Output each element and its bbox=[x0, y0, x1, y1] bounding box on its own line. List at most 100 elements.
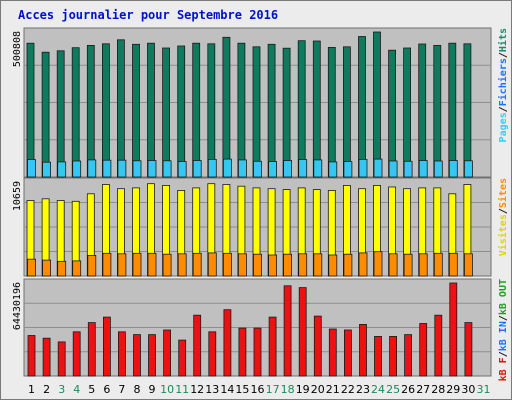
bar-kb-f bbox=[178, 339, 187, 377]
x-tick-label: 26 bbox=[401, 383, 415, 396]
bar-kb-f bbox=[449, 282, 458, 377]
bar-kb-f bbox=[359, 323, 367, 377]
x-tick-label: 17 bbox=[266, 383, 280, 396]
bar-sites bbox=[132, 252, 142, 277]
bar-kb-f bbox=[283, 285, 292, 377]
bar-sites bbox=[177, 253, 187, 277]
bar-kb-f bbox=[148, 334, 156, 377]
bar-kb-f bbox=[133, 334, 141, 377]
panel-legend: kB F/kB IN/kB OUT bbox=[498, 279, 509, 381]
bar-kb-f bbox=[343, 329, 352, 377]
x-tick-label: 16 bbox=[251, 383, 265, 396]
bar-kb-f bbox=[42, 337, 51, 377]
bar-hits bbox=[117, 39, 125, 178]
bar-hits bbox=[297, 40, 306, 178]
bar-kb-f bbox=[118, 331, 126, 377]
bar-sites bbox=[162, 253, 172, 277]
bar-pages bbox=[177, 161, 187, 178]
panels-layer: 500808Pages/Fichiers/Hits10659Visites/Si… bbox=[12, 27, 509, 381]
bar-hits bbox=[342, 46, 351, 178]
bar-pages bbox=[192, 160, 202, 178]
legend-entry: / bbox=[498, 52, 509, 58]
panel-max-label: 10659 bbox=[12, 181, 23, 211]
bar-pages bbox=[27, 159, 36, 178]
bar-hits bbox=[86, 45, 95, 178]
bar-pages bbox=[328, 161, 338, 178]
bar-hits bbox=[312, 40, 321, 178]
bar-hits bbox=[358, 36, 366, 178]
x-tick-label: 8 bbox=[134, 383, 141, 396]
legend-entry: / bbox=[498, 315, 509, 321]
panel-visits: 10659 Visites/Sites bbox=[12, 177, 509, 277]
x-tick-label: 23 bbox=[356, 383, 370, 396]
bar-hits bbox=[433, 45, 442, 178]
bar-hits bbox=[147, 42, 155, 178]
bar-pages bbox=[162, 160, 172, 178]
bar-pages bbox=[268, 161, 278, 178]
bar-sites bbox=[207, 252, 217, 277]
series-hits bbox=[26, 31, 472, 178]
bar-sites bbox=[448, 252, 458, 277]
bar-sites bbox=[418, 253, 428, 277]
bar-sites bbox=[57, 260, 67, 277]
bar-sites bbox=[192, 252, 202, 277]
bar-pages bbox=[373, 158, 383, 178]
bar-pages bbox=[132, 160, 142, 178]
bar-hits bbox=[252, 46, 261, 178]
bar-hits bbox=[207, 43, 216, 178]
bar-pages bbox=[207, 158, 217, 178]
bar-kb-f bbox=[389, 335, 398, 377]
bar-pages bbox=[448, 160, 458, 178]
bar-pages bbox=[57, 161, 67, 178]
x-tick-label: 29 bbox=[446, 383, 460, 396]
bar-kb-f bbox=[313, 315, 322, 377]
legend-entry: Fichiers bbox=[497, 58, 509, 106]
bar-pages bbox=[298, 159, 308, 178]
bar-sites bbox=[283, 253, 293, 277]
bar-sites bbox=[253, 253, 262, 277]
bar-pages bbox=[72, 160, 82, 178]
bar-sites bbox=[222, 252, 232, 277]
bar-pages bbox=[433, 160, 443, 178]
bar-hits bbox=[327, 47, 336, 178]
bar-kb-f bbox=[434, 314, 443, 377]
bar-hits bbox=[448, 42, 457, 178]
series-pages bbox=[27, 158, 473, 178]
legend-entry: kB F bbox=[498, 357, 509, 381]
bar-pages bbox=[87, 159, 97, 178]
legend-entry: kB IN bbox=[498, 321, 509, 351]
bar-kb-f bbox=[419, 323, 428, 377]
bar-hits bbox=[222, 36, 231, 178]
bar-pages bbox=[343, 161, 353, 178]
bar-kb-f bbox=[87, 322, 96, 377]
legend-entry: Sites bbox=[497, 178, 509, 208]
legend-entry: Pages bbox=[498, 112, 509, 142]
bar-pages bbox=[463, 160, 473, 178]
bar-pages bbox=[313, 159, 323, 178]
bar-pages bbox=[237, 159, 247, 178]
bar-pages bbox=[403, 160, 413, 178]
x-tick-label: 15 bbox=[235, 383, 249, 396]
x-tick-label: 20 bbox=[311, 383, 325, 396]
x-tick-label: 18 bbox=[281, 383, 295, 396]
bar-hits bbox=[267, 43, 276, 178]
bar-hits bbox=[192, 42, 201, 178]
series-kb-f bbox=[27, 282, 473, 377]
x-tick-label: 22 bbox=[341, 383, 355, 396]
bar-sites bbox=[433, 252, 443, 277]
bar-hits bbox=[26, 42, 35, 178]
x-tick-label: 27 bbox=[416, 383, 430, 396]
bar-pages bbox=[358, 158, 368, 178]
bar-kb-f bbox=[193, 314, 202, 377]
bar-pages bbox=[222, 158, 232, 178]
x-tick-label: 19 bbox=[296, 383, 310, 396]
bar-kb-f bbox=[223, 309, 232, 377]
bar-pages bbox=[283, 160, 293, 178]
bar-sites bbox=[403, 253, 413, 277]
x-tick-label: 10 bbox=[160, 383, 174, 396]
bar-sites bbox=[313, 253, 323, 277]
bar-hits bbox=[237, 42, 246, 178]
bar-sites bbox=[147, 252, 157, 277]
